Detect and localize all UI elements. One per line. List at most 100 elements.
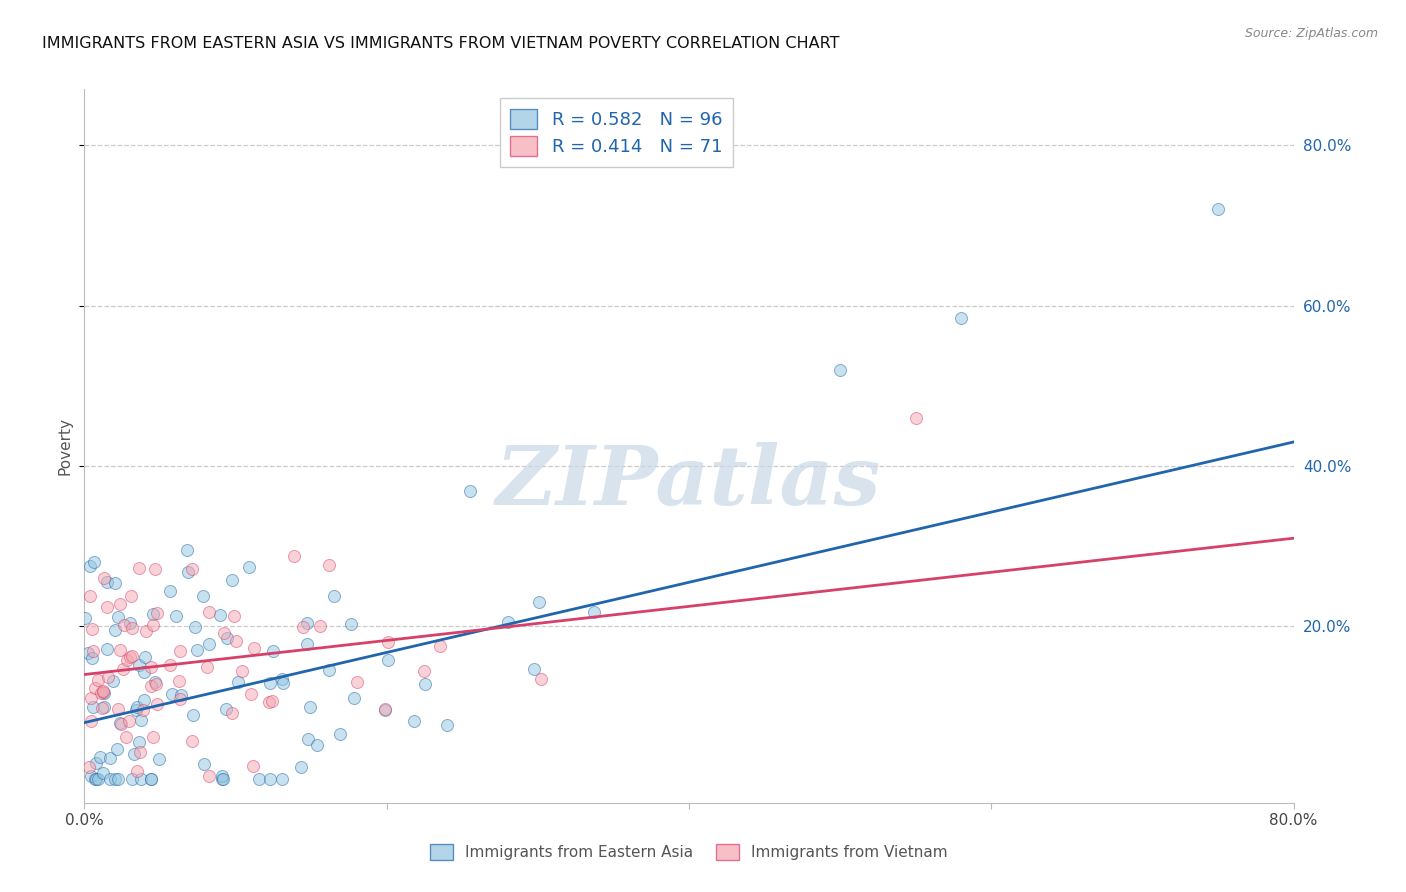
Point	[128, 735, 150, 749]
Point	[247, 772, 270, 786]
Point	[142, 730, 165, 744]
Y-axis label: Poverty: Poverty	[58, 417, 73, 475]
Point	[129, 713, 152, 727]
Point	[148, 752, 170, 766]
Point	[262, 644, 284, 658]
Point	[160, 687, 183, 701]
Point	[121, 648, 143, 663]
Point	[429, 639, 451, 653]
Point	[215, 702, 238, 716]
Point	[180, 561, 202, 575]
Point	[186, 643, 208, 657]
Point	[82, 644, 104, 658]
Point	[297, 731, 319, 746]
Point	[226, 674, 249, 689]
Point	[290, 759, 312, 773]
Point	[225, 633, 247, 648]
Point	[323, 589, 346, 603]
Point	[146, 697, 169, 711]
Point	[105, 741, 128, 756]
Point	[165, 609, 187, 624]
Point	[112, 618, 135, 632]
Point	[132, 693, 155, 707]
Point	[104, 624, 127, 638]
Point	[374, 702, 396, 716]
Point	[79, 559, 101, 574]
Point	[346, 674, 368, 689]
Point	[212, 772, 235, 786]
Point	[176, 543, 198, 558]
Point	[104, 576, 127, 591]
Point	[374, 703, 396, 717]
Point	[125, 703, 148, 717]
Point	[904, 411, 927, 425]
Point	[222, 609, 245, 624]
Point	[198, 769, 221, 783]
Point	[104, 772, 127, 786]
Point	[107, 772, 129, 786]
Point	[129, 772, 152, 786]
Point	[93, 570, 115, 584]
Point	[270, 672, 292, 686]
Point	[283, 549, 305, 564]
Point	[110, 643, 132, 657]
Point	[340, 617, 363, 632]
Point	[121, 772, 143, 786]
Point	[159, 657, 181, 672]
Point	[180, 734, 202, 748]
Point	[211, 769, 233, 783]
Point	[297, 637, 319, 651]
Point	[84, 756, 107, 771]
Point	[122, 747, 145, 762]
Point	[101, 673, 124, 688]
Point	[436, 718, 458, 732]
Point	[530, 672, 553, 686]
Point	[271, 772, 294, 786]
Text: IMMIGRANTS FROM EASTERN ASIA VS IMMIGRANTS FROM VIETNAM POVERTY CORRELATION CHAR: IMMIGRANTS FROM EASTERN ASIA VS IMMIGRAN…	[42, 36, 839, 51]
Point	[184, 620, 207, 634]
Point	[132, 703, 155, 717]
Point	[90, 700, 112, 714]
Point	[110, 717, 132, 731]
Point	[582, 606, 605, 620]
Point	[523, 662, 546, 676]
Point	[83, 555, 105, 569]
Point	[83, 772, 105, 786]
Point	[377, 634, 399, 648]
Point	[139, 659, 162, 673]
Point	[243, 641, 266, 656]
Point	[91, 685, 114, 699]
Point	[93, 686, 115, 700]
Point	[98, 772, 121, 786]
Point	[98, 751, 121, 765]
Point	[118, 615, 141, 630]
Point	[159, 583, 181, 598]
Point	[89, 750, 111, 764]
Point	[377, 653, 399, 667]
Point	[80, 651, 103, 665]
Point	[91, 766, 114, 780]
Point	[273, 676, 295, 690]
Point	[121, 622, 143, 636]
Point	[169, 644, 191, 658]
Point	[260, 693, 283, 707]
Point	[305, 738, 328, 752]
Point	[298, 700, 321, 714]
Point	[96, 574, 118, 589]
Point	[146, 606, 169, 620]
Point	[84, 681, 107, 695]
Point	[183, 708, 205, 723]
Point	[91, 683, 114, 698]
Point	[80, 769, 103, 783]
Point	[96, 599, 118, 614]
Point	[108, 597, 131, 611]
Point	[79, 589, 101, 603]
Text: Source: ZipAtlas.com: Source: ZipAtlas.com	[1244, 27, 1378, 40]
Point	[111, 662, 134, 676]
Point	[82, 623, 104, 637]
Point	[292, 620, 315, 634]
Point	[143, 675, 166, 690]
Point	[79, 714, 101, 729]
Point	[110, 715, 132, 730]
Point	[97, 670, 120, 684]
